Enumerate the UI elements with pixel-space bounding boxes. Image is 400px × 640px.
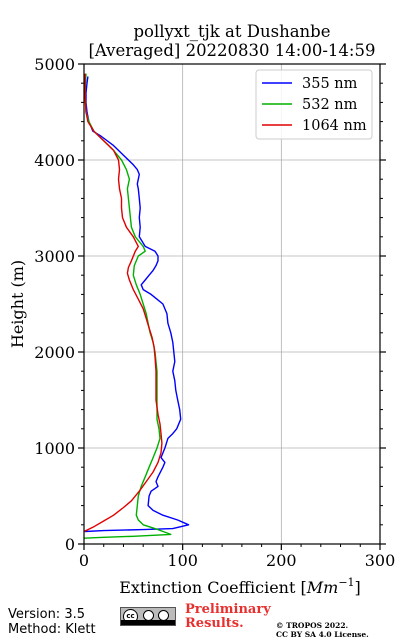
copyright-line-2: CC BY SA 4.0 License. <box>276 630 369 639</box>
y-tick-label: 2000 <box>34 343 75 362</box>
plot-frame <box>83 63 381 545</box>
legend-label: 532 nm <box>302 97 358 113</box>
copyright-line-1: © TROPOS 2022. <box>276 621 349 630</box>
x-axis-label-close: ] <box>355 578 361 597</box>
chart-subtitle: [Averaged] 20220830 14:00-14:59 <box>88 41 376 60</box>
x-axis-label-unit: Mm <box>306 578 339 597</box>
x-axis-label: Extinction Coefficient [Mm−1] <box>119 576 361 597</box>
x-tick-label: 0 <box>79 551 89 570</box>
copyright-note: © TROPOS 2022. CC BY SA 4.0 License. <box>276 621 369 639</box>
legend-label: 1064 nm <box>302 118 367 134</box>
y-tick-label: 3000 <box>34 247 75 266</box>
preliminary-line-2: Results. <box>185 616 244 631</box>
plot-area <box>84 64 380 544</box>
method-label: Method: Klett <box>8 622 96 637</box>
badge-strip <box>121 620 175 625</box>
preliminary-line-1: Preliminary <box>185 602 271 617</box>
cc-license-badge: cc <box>120 607 176 626</box>
legend: 355 nm 532 nm 1064 nm <box>255 69 373 140</box>
x-tick-label: 200 <box>266 551 297 570</box>
legend-box <box>255 69 373 140</box>
legend-label: 355 nm <box>302 76 358 92</box>
x-tick-label: 100 <box>167 551 198 570</box>
series-line-1064-nm <box>83 73 163 533</box>
y-tick-label: 1000 <box>34 439 75 458</box>
y-axis-label: Height (m) <box>8 260 27 348</box>
x-axis-label-exponent: −1 <box>338 576 354 589</box>
y-tick-label: 0 <box>65 535 75 554</box>
y-tick-label: 5000 <box>34 55 75 74</box>
x-tick-label: 300 <box>365 551 396 570</box>
y-tick-label: 4000 <box>34 151 75 170</box>
version-label: Version: 3.5 <box>8 607 85 622</box>
x-axis-label-text: Extinction Coefficient [ <box>119 578 307 597</box>
preliminary-results-note: Preliminary Results. <box>185 603 271 631</box>
series-line-355-nm <box>84 76 190 533</box>
chart-title: pollyxt_tjk at Dushanbe <box>133 22 331 41</box>
